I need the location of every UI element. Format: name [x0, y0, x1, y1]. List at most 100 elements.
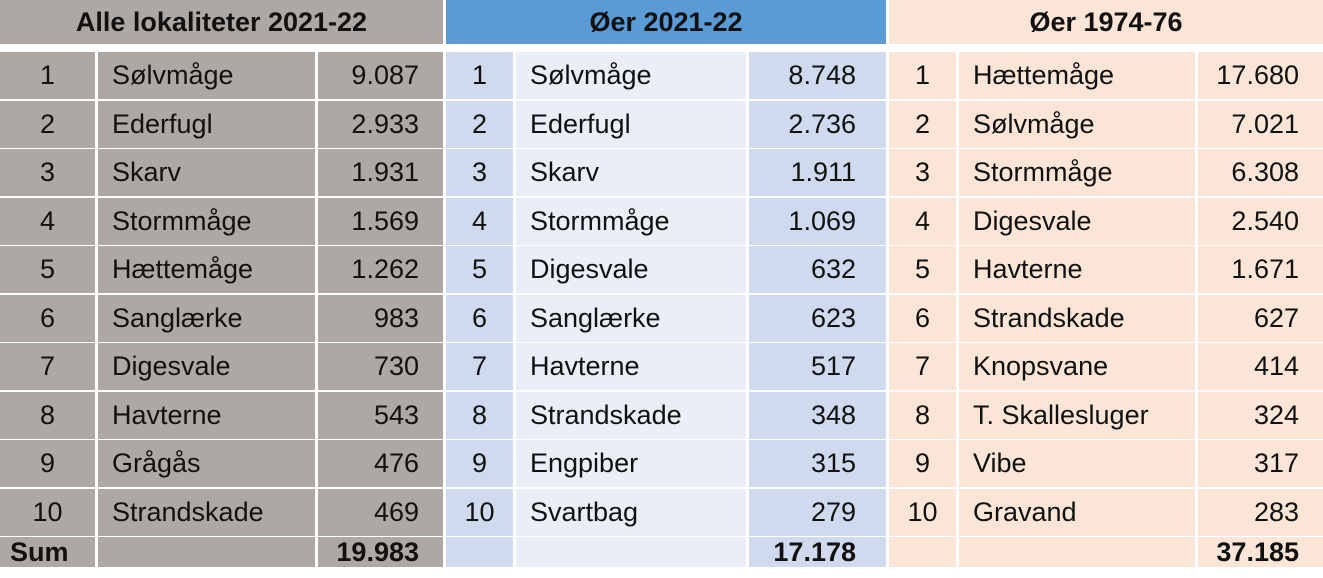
cell-species: Sølvmåge — [516, 52, 746, 99]
cell-count: 324 — [1198, 391, 1323, 439]
cell-count: 7.021 — [1198, 100, 1323, 148]
cell-count: 8.748 — [749, 52, 886, 99]
cell-species: Stormmåge — [98, 197, 315, 245]
cell-count: 623 — [749, 294, 886, 342]
cell-rank: 3 — [446, 149, 513, 196]
cell-count: 317 — [1198, 440, 1323, 487]
table-alle-lokaliteter: Alle lokaliteter 2021-22 1 Sølvmåge 9.087 2… — [0, 0, 443, 578]
cell-count: 983 — [318, 294, 443, 342]
cell-rank: 4 — [446, 197, 513, 245]
cell-rank: 6 — [889, 294, 956, 342]
cell-count: 6.308 — [1198, 149, 1323, 196]
cell-species: Stormmåge — [959, 149, 1195, 196]
cell-count: 1.569 — [318, 197, 443, 245]
cell-species: Ederfugl — [98, 100, 315, 148]
sum-spacer — [98, 537, 315, 567]
cell-rank: 9 — [0, 440, 95, 487]
cell-species: Gravand — [959, 488, 1195, 536]
cell-rank: 8 — [889, 391, 956, 439]
cell-count: 283 — [1198, 488, 1323, 536]
cell-count: 730 — [318, 343, 443, 390]
cell-rank: 8 — [0, 391, 95, 439]
cell-species: Digesvale — [516, 246, 746, 293]
cell-rank: 10 — [889, 488, 956, 536]
cell-species: Havterne — [516, 343, 746, 390]
cell-count: 9.087 — [318, 52, 443, 99]
cell-count: 627 — [1198, 294, 1323, 342]
cell-rank: 9 — [446, 440, 513, 487]
cell-species: Havterne — [959, 246, 1195, 293]
cell-species: Sanglærke — [516, 294, 746, 342]
cell-rank: 6 — [0, 294, 95, 342]
cell-species: Strandskade — [959, 294, 1195, 342]
cell-species: Grågås — [98, 440, 315, 487]
cell-count: 2.736 — [749, 100, 886, 148]
sum-label: Sum — [0, 537, 95, 567]
cell-species: T. Skallesluger — [959, 391, 1195, 439]
cell-rank: 10 — [0, 488, 95, 536]
cell-count: 1.931 — [318, 149, 443, 196]
cell-species: Skarv — [516, 149, 746, 196]
table-oer-1974-76: Øer 1974-76 1 Hættemåge 17.680 2 Sølvmåge 7.0… — [889, 0, 1323, 578]
cell-count: 17.680 — [1198, 52, 1323, 99]
sum-value: 17.178 — [749, 537, 886, 567]
cell-species: Digesvale — [959, 197, 1195, 245]
cell-count: 517 — [749, 343, 886, 390]
sum-spacer — [959, 537, 1195, 567]
table-title: Øer 2021-22 — [446, 0, 886, 44]
cell-count: 1.262 — [318, 246, 443, 293]
table-title: Alle lokaliteter 2021-22 — [0, 0, 443, 44]
cell-rank: 1 — [446, 52, 513, 99]
cell-rank: 8 — [446, 391, 513, 439]
cell-species: Sanglærke — [98, 294, 315, 342]
cell-rank: 3 — [0, 149, 95, 196]
cell-count: 476 — [318, 440, 443, 487]
cell-rank: 2 — [0, 100, 95, 148]
cell-count: 414 — [1198, 343, 1323, 390]
cell-species: Vibe — [959, 440, 1195, 487]
sum-label — [446, 537, 513, 567]
cell-rank: 2 — [889, 100, 956, 148]
cell-species: Hættemåge — [98, 246, 315, 293]
cell-count: 279 — [749, 488, 886, 536]
cell-species: Ederfugl — [516, 100, 746, 148]
cell-rank: 7 — [0, 343, 95, 390]
cell-count: 2.933 — [318, 100, 443, 148]
cell-species: Strandskade — [98, 488, 315, 536]
cell-count: 632 — [749, 246, 886, 293]
cell-count: 1.911 — [749, 149, 886, 196]
sum-label — [889, 537, 956, 567]
cell-rank: 3 — [889, 149, 956, 196]
cell-rank: 5 — [446, 246, 513, 293]
cell-rank: 5 — [0, 246, 95, 293]
cell-count: 348 — [749, 391, 886, 439]
cell-rank: 9 — [889, 440, 956, 487]
cell-rank: 4 — [889, 197, 956, 245]
cell-rank: 6 — [446, 294, 513, 342]
cell-rank: 2 — [446, 100, 513, 148]
cell-species: Sølvmåge — [959, 100, 1195, 148]
cell-species: Knopsvane — [959, 343, 1195, 390]
sum-value: 37.185 — [1198, 537, 1323, 567]
sum-value: 19.983 — [318, 537, 443, 567]
cell-count: 315 — [749, 440, 886, 487]
cell-species: Stormmåge — [516, 197, 746, 245]
cell-rank: 5 — [889, 246, 956, 293]
cell-rank: 1 — [889, 52, 956, 99]
cell-rank: 4 — [0, 197, 95, 245]
cell-species: Hættemåge — [959, 52, 1195, 99]
cell-species: Havterne — [98, 391, 315, 439]
cell-species: Strandskade — [516, 391, 746, 439]
cell-species: Digesvale — [98, 343, 315, 390]
table-title: Øer 1974-76 — [889, 0, 1323, 44]
cell-rank: 10 — [446, 488, 513, 536]
cell-species: Skarv — [98, 149, 315, 196]
cell-count: 2.540 — [1198, 197, 1323, 245]
cell-rank: 1 — [0, 52, 95, 99]
cell-rank: 7 — [446, 343, 513, 390]
table-oer-2021-22: Øer 2021-22 1 Sølvmåge 8.748 2 Ederfugl 2.736… — [446, 0, 886, 578]
cell-rank: 7 — [889, 343, 956, 390]
cell-species: Svartbag — [516, 488, 746, 536]
sum-spacer — [516, 537, 746, 567]
